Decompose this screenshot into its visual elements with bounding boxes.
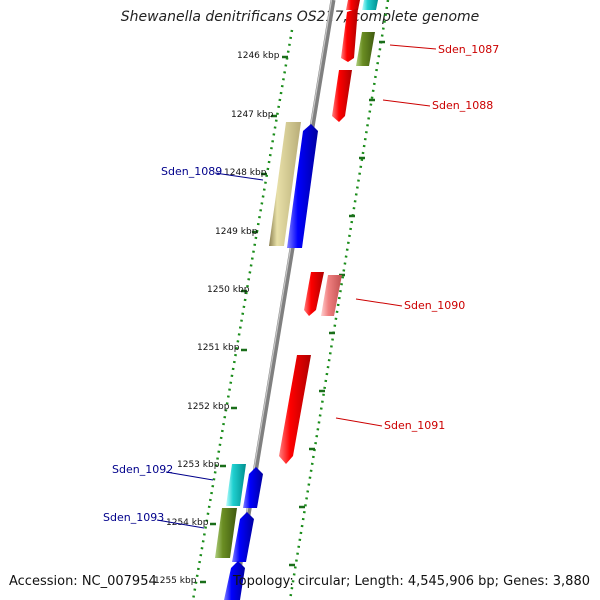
left-ticks [200, 55, 288, 584]
gene-label-sden-1093[interactable]: Sden_1093 [103, 511, 164, 524]
gene-feature-bottom-blue[interactable] [224, 561, 245, 600]
gene-feature-sden-1092-cyan[interactable] [226, 464, 246, 506]
kbp-label: 1246 kbp [237, 51, 280, 61]
right-ticks [289, 40, 385, 567]
gene-label-sden-1092[interactable]: Sden_1092 [112, 463, 173, 476]
accession-text: Accession: NC_007954 [9, 574, 157, 589]
kbp-label: 1247 kbp [231, 110, 274, 120]
kbp-label: 1252 kbp [187, 402, 230, 412]
gene-feature-sden-1088[interactable] [332, 70, 352, 122]
kbp-label: 1251 kbp [197, 343, 240, 353]
gene-label-sden-1090[interactable]: Sden_1090 [404, 299, 465, 312]
gene-feature-sden-1093[interactable] [232, 512, 254, 562]
gene-label-sden-1089[interactable]: Sden_1089 [161, 165, 222, 178]
gene-label-sden-1088[interactable]: Sden_1088 [432, 99, 493, 112]
topology-text: Topology: circular; Length: 4,545,906 bp… [232, 574, 590, 589]
kbp-label: 1250 kbp [207, 285, 250, 295]
gene-feature-cyan-top[interactable] [362, 0, 378, 10]
page-title: Shewanella denitrificans OS217, complete… [120, 9, 480, 25]
kbp-label: 1253 kbp [177, 460, 220, 470]
gene-feature-sden-1087-red[interactable] [341, 8, 358, 62]
gene-feature-sden-1091[interactable] [279, 355, 311, 464]
gene-feature-sden-1089-khaki[interactable] [269, 122, 301, 246]
kbp-label: 1254 kbp [166, 518, 209, 528]
kbp-label: 1249 kbp [215, 227, 258, 237]
gene-feature-sden-1086[interactable] [346, 0, 360, 10]
gene-feature-sden-1092[interactable] [243, 467, 263, 508]
gene-feature-sden-1090-red[interactable] [304, 272, 324, 316]
gene-label-sden-1087[interactable]: Sden_1087 [438, 43, 499, 56]
gene-label-sden-1091[interactable]: Sden_1091 [384, 419, 445, 432]
genome-backbone [231, 0, 336, 600]
gene-feature-sden-1093-olive[interactable] [215, 508, 237, 558]
gene-feature-sden-1089[interactable] [287, 124, 318, 248]
kbp-label: 1255 kbp [154, 576, 197, 586]
gene-feature-sden-1087[interactable] [356, 32, 375, 66]
kbp-label: 1248 kbp [224, 168, 267, 178]
gene-feature-sden-1090[interactable] [321, 275, 342, 316]
leader-lines [156, 44, 437, 529]
